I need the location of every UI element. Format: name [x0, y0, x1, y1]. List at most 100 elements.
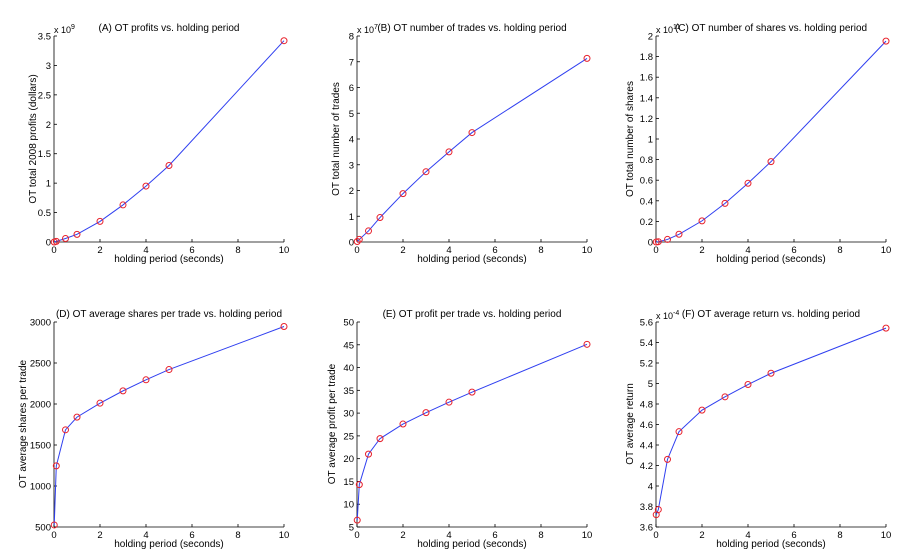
- x-tick-label: 6: [791, 245, 796, 256]
- data-point: [744, 381, 752, 389]
- axis-exponent: x 1011: [656, 24, 680, 35]
- y-tick-label: 2: [349, 186, 354, 197]
- data-point: [583, 54, 591, 62]
- data-point: [698, 217, 706, 225]
- x-tick-label: 10: [582, 245, 593, 256]
- y-tick-label: 1000: [30, 482, 51, 493]
- x-tick-label: 2: [699, 530, 704, 541]
- x-tick-label: 8: [538, 530, 543, 541]
- y-tick-label: 5: [349, 109, 354, 120]
- data-point: [355, 481, 363, 489]
- y-tick-label: 45: [343, 340, 354, 351]
- y-tick-label: 3.5: [38, 32, 51, 43]
- x-tick-label: 6: [189, 245, 194, 256]
- y-tick-label: 4.4: [640, 441, 653, 452]
- data-point: [882, 324, 890, 332]
- x-tick-label: 6: [189, 530, 194, 541]
- x-axis-label: holding period (seconds): [716, 539, 826, 550]
- y-tick-label: 15: [343, 477, 354, 488]
- series-line: [655, 327, 887, 515]
- data-point: [767, 158, 775, 166]
- x-tick-label: 10: [881, 530, 892, 541]
- y-tick-label: 1.8: [640, 52, 653, 63]
- y-tick-label: 0: [46, 238, 51, 249]
- y-tick-label: 7: [349, 57, 354, 68]
- data-point: [165, 366, 173, 374]
- data-point: [73, 413, 81, 421]
- x-tick-label: 6: [492, 245, 497, 256]
- chart-title: (A) OT profits vs. holding period: [99, 23, 240, 34]
- data-point: [353, 237, 361, 245]
- x-tick-label: 2: [699, 245, 704, 256]
- data-point: [119, 201, 127, 209]
- y-tick-label: 1.6: [640, 73, 653, 84]
- data-point: [399, 420, 407, 428]
- data-point: [365, 227, 372, 235]
- y-tick-label: 5.4: [640, 338, 653, 349]
- panel-c: (C) OT number of shares vs. holding peri…: [625, 23, 867, 265]
- y-tick-label: 500: [35, 523, 51, 534]
- chart-panel-4: 0 2 4 6 8 10 500 1000 1500 2000 2500 3000: [30, 318, 289, 542]
- panel-d: (D) OT average shares per trade vs. hold…: [18, 309, 282, 550]
- data-point: [422, 168, 430, 176]
- y-tick-label: 30: [343, 409, 354, 420]
- x-tick-label: 2: [400, 530, 405, 541]
- y-tick-label: 5.2: [640, 359, 653, 370]
- axis-exponent: x 109: [54, 24, 75, 35]
- data-point: [165, 161, 173, 169]
- data-point: [698, 406, 706, 414]
- panel-a: (A) OT profits vs. holding period holdin…: [28, 23, 240, 265]
- x-tick-label: 8: [538, 245, 543, 256]
- y-tick-label: 25: [343, 431, 354, 442]
- series-line: [656, 40, 887, 243]
- y-axis-label: OT average return: [625, 383, 636, 465]
- y-tick-label: 10: [343, 500, 354, 511]
- x-tick-label: 2: [97, 245, 102, 256]
- data-point: [767, 369, 775, 377]
- y-tick-label: 6: [349, 83, 354, 94]
- series-line: [53, 326, 285, 525]
- data-point: [468, 129, 476, 137]
- chart-panel-1: 0 2 4 6 8 10 0 0.5 1 1.5 2 2.5 3 3.5: [38, 32, 290, 257]
- chart-marks: 0 2 4 6 8 1000.511.522.533.50 2 4 6 8 100123456780…: [30, 32, 891, 542]
- data-point: [355, 235, 363, 243]
- y-tick-label: 1.5: [38, 149, 51, 160]
- x-axis-label: holding period (seconds): [716, 254, 826, 265]
- data-point: [675, 428, 683, 436]
- y-tick-label: 5: [648, 379, 653, 390]
- y-tick-label: 3: [349, 160, 354, 171]
- x-tick-label: 6: [791, 530, 796, 541]
- y-tick-label: 2: [46, 120, 51, 131]
- data-point: [445, 148, 453, 156]
- x-tick-label: 4: [745, 245, 750, 256]
- x-tick-label: 10: [279, 530, 290, 541]
- y-tick-label: 2.5: [38, 90, 51, 101]
- x-tick-label: 4: [446, 245, 451, 256]
- x-tick-label: 8: [235, 245, 240, 256]
- data-point: [365, 450, 372, 458]
- y-axis-label: OT total number of shares: [625, 81, 636, 197]
- y-tick-label: 4.6: [640, 420, 653, 431]
- chart-title: (F) OT average return vs. holding period: [682, 309, 860, 320]
- x-tick-label: 8: [235, 530, 240, 541]
- y-tick-label: 3.8: [640, 502, 653, 513]
- y-tick-label: 4.2: [640, 461, 653, 472]
- y-tick-label: 0: [648, 238, 653, 249]
- y-tick-label: 0.4: [640, 196, 653, 207]
- y-tick-label: 0.8: [640, 155, 653, 166]
- x-tick-label: 2: [400, 245, 405, 256]
- data-point: [62, 234, 69, 242]
- data-point: [744, 179, 752, 187]
- y-axis-label: OT average profit per trade: [327, 363, 338, 484]
- y-tick-label: 3: [46, 61, 51, 72]
- chart-panel-3: 0 2 4 6 8 10 0 0.2 0.4 0.6 0.8 1 1.2 1.4 1.6 1.8 2: [640, 32, 892, 257]
- y-tick-label: 0: [349, 238, 354, 249]
- y-tick-label: 8: [349, 32, 354, 43]
- y-tick-label: 0.5: [38, 208, 51, 219]
- data-point: [52, 237, 60, 245]
- x-tick-label: 4: [143, 530, 148, 541]
- data-point: [52, 462, 60, 470]
- x-tick-label: 0: [51, 530, 56, 541]
- y-tick-label: 50: [343, 318, 354, 329]
- axis-exponent: x 107: [357, 24, 378, 35]
